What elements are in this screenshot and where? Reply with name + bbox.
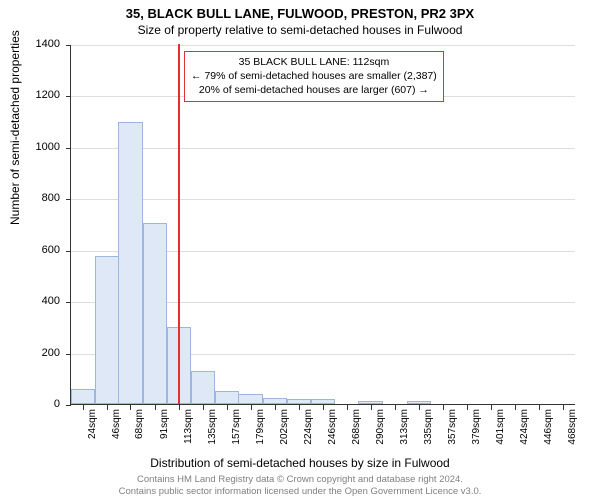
x-tick-label: 246sqm <box>327 409 338 459</box>
x-tick-mark <box>371 405 372 410</box>
x-tick-mark <box>443 405 444 410</box>
x-tick-mark <box>491 405 492 410</box>
x-tick-mark <box>251 405 252 410</box>
x-tick-label: 357sqm <box>447 409 458 459</box>
x-tick-mark <box>323 405 324 410</box>
x-tick-label: 135sqm <box>207 409 218 459</box>
x-tick-label: 113sqm <box>183 409 194 459</box>
x-tick-label: 91sqm <box>159 409 170 459</box>
x-tick-label: 179sqm <box>255 409 266 459</box>
histogram-bar <box>238 394 263 404</box>
x-tick-mark <box>107 405 108 410</box>
y-tick-mark <box>66 148 71 149</box>
y-tick-label: 200 <box>0 347 60 359</box>
x-axis-label: Distribution of semi-detached houses by … <box>0 456 600 470</box>
x-tick-mark <box>179 405 180 410</box>
grid-line <box>71 148 575 149</box>
y-tick-label: 600 <box>0 244 60 256</box>
x-tick-mark <box>539 405 540 410</box>
footer-line1: Contains HM Land Registry data © Crown c… <box>0 474 600 486</box>
x-tick-mark <box>467 405 468 410</box>
x-tick-mark <box>395 405 396 410</box>
x-tick-label: 468sqm <box>567 409 578 459</box>
x-tick-label: 68sqm <box>134 409 145 459</box>
y-tick-label: 1400 <box>0 38 60 50</box>
histogram-bar <box>191 371 215 404</box>
y-tick-mark <box>66 405 71 406</box>
x-tick-label: 202sqm <box>279 409 290 459</box>
y-tick-label: 800 <box>0 192 60 204</box>
histogram-bar <box>358 401 383 404</box>
x-tick-mark <box>155 405 156 410</box>
annotation-line2: ← 79% of semi-detached houses are smalle… <box>191 69 437 83</box>
x-tick-label: 401sqm <box>495 409 506 459</box>
y-tick-label: 0 <box>0 398 60 410</box>
x-tick-mark <box>563 405 564 410</box>
property-marker-line <box>178 44 180 404</box>
histogram-bar <box>311 399 335 404</box>
x-tick-label: 224sqm <box>303 409 314 459</box>
y-tick-mark <box>66 251 71 252</box>
x-tick-mark <box>419 405 420 410</box>
x-tick-mark <box>203 405 204 410</box>
x-tick-label: 268sqm <box>351 409 362 459</box>
x-tick-label: 446sqm <box>543 409 554 459</box>
histogram-bar <box>71 389 95 404</box>
x-tick-label: 313sqm <box>399 409 410 459</box>
footer-attribution: Contains HM Land Registry data © Crown c… <box>0 474 600 498</box>
grid-line <box>71 45 575 46</box>
y-tick-mark <box>66 96 71 97</box>
footer-line2: Contains public sector information licen… <box>0 486 600 498</box>
x-tick-mark <box>299 405 300 410</box>
chart-title-address: 35, BLACK BULL LANE, FULWOOD, PRESTON, P… <box>0 0 600 21</box>
x-tick-mark <box>130 405 131 410</box>
chart-area: 35 BLACK BULL LANE: 112sqm← 79% of semi-… <box>70 45 575 405</box>
histogram-bar <box>287 399 311 404</box>
histogram-bar <box>407 401 431 404</box>
grid-line <box>71 199 575 200</box>
histogram-bar <box>143 223 167 404</box>
y-tick-label: 400 <box>0 295 60 307</box>
chart-container: 35, BLACK BULL LANE, FULWOOD, PRESTON, P… <box>0 0 600 500</box>
x-tick-mark <box>515 405 516 410</box>
x-tick-mark <box>275 405 276 410</box>
x-tick-mark <box>227 405 228 410</box>
annotation-box: 35 BLACK BULL LANE: 112sqm← 79% of semi-… <box>184 51 444 102</box>
x-tick-mark <box>347 405 348 410</box>
histogram-bar <box>263 398 287 404</box>
x-tick-label: 24sqm <box>87 409 98 459</box>
histogram-bar <box>95 256 119 404</box>
x-tick-mark <box>83 405 84 410</box>
x-tick-label: 379sqm <box>471 409 482 459</box>
y-tick-mark <box>66 199 71 200</box>
y-tick-mark <box>66 45 71 46</box>
annotation-line3: 20% of semi-detached houses are larger (… <box>191 83 437 97</box>
y-tick-mark <box>66 302 71 303</box>
histogram-bar <box>118 122 143 404</box>
x-tick-label: 290sqm <box>375 409 386 459</box>
y-tick-label: 1000 <box>0 141 60 153</box>
x-tick-label: 157sqm <box>231 409 242 459</box>
histogram-bar <box>215 391 239 404</box>
y-tick-mark <box>66 354 71 355</box>
plot-region: 35 BLACK BULL LANE: 112sqm← 79% of semi-… <box>70 45 575 405</box>
x-tick-label: 46sqm <box>111 409 122 459</box>
chart-subtitle: Size of property relative to semi-detach… <box>0 21 600 37</box>
y-tick-label: 1200 <box>0 89 60 101</box>
x-tick-label: 424sqm <box>519 409 530 459</box>
annotation-line1: 35 BLACK BULL LANE: 112sqm <box>191 55 437 69</box>
x-tick-label: 335sqm <box>423 409 434 459</box>
